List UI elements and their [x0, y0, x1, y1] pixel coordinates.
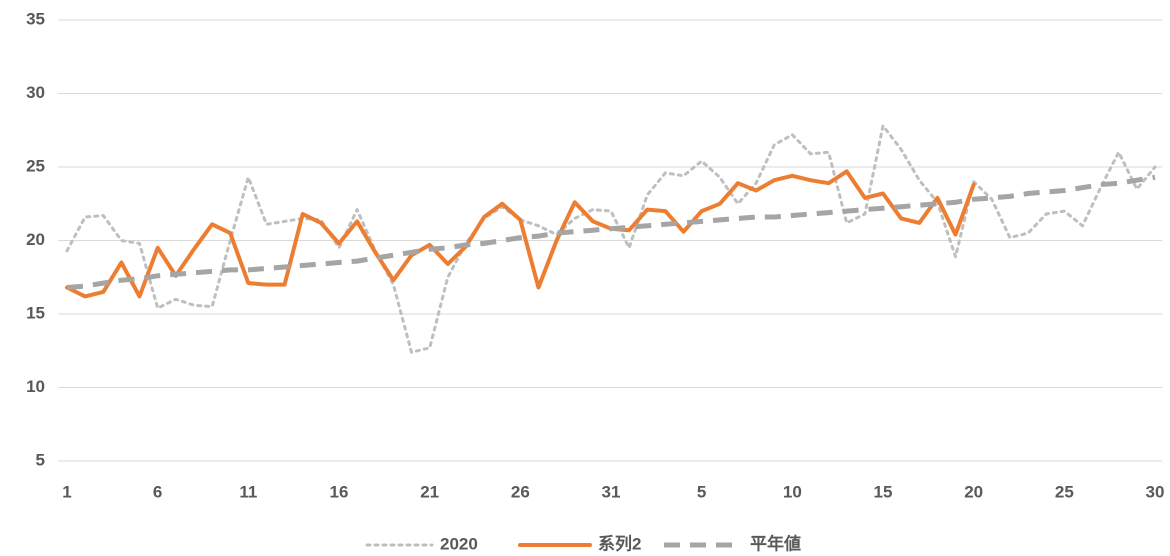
series-line: [66, 174, 1156, 290]
y-tick-label: 35: [26, 9, 45, 28]
x-tick-label: 1: [62, 482, 71, 501]
x-tick-label: 15: [874, 482, 893, 501]
y-tick-label: 15: [26, 303, 45, 322]
y-tick-label: 30: [26, 83, 45, 102]
legend-label: 2020: [440, 534, 478, 553]
series-line: [65, 169, 976, 299]
x-tick-label: 26: [511, 482, 530, 501]
legend-label: 平年値: [750, 533, 801, 553]
y-tick-label: 5: [36, 450, 45, 469]
x-tick-label: 31: [602, 482, 621, 501]
x-tick-label: 16: [330, 482, 349, 501]
y-tick-label: 25: [26, 156, 45, 175]
x-tick-label: 6: [153, 482, 162, 501]
y-tick-label: 10: [26, 377, 45, 396]
series-line: [65, 124, 1157, 354]
legend-label: 系列2: [598, 533, 641, 553]
x-tick-label: 30: [1146, 482, 1165, 501]
y-tick-label: 20: [26, 230, 45, 249]
x-tick-label: 21: [420, 482, 439, 501]
x-tick-label: 11: [239, 482, 257, 501]
x-tick-label: 5: [697, 482, 706, 501]
x-tick-label: 10: [783, 482, 802, 501]
x-tick-label: 25: [1055, 482, 1074, 501]
x-tick-label: 20: [964, 482, 983, 501]
